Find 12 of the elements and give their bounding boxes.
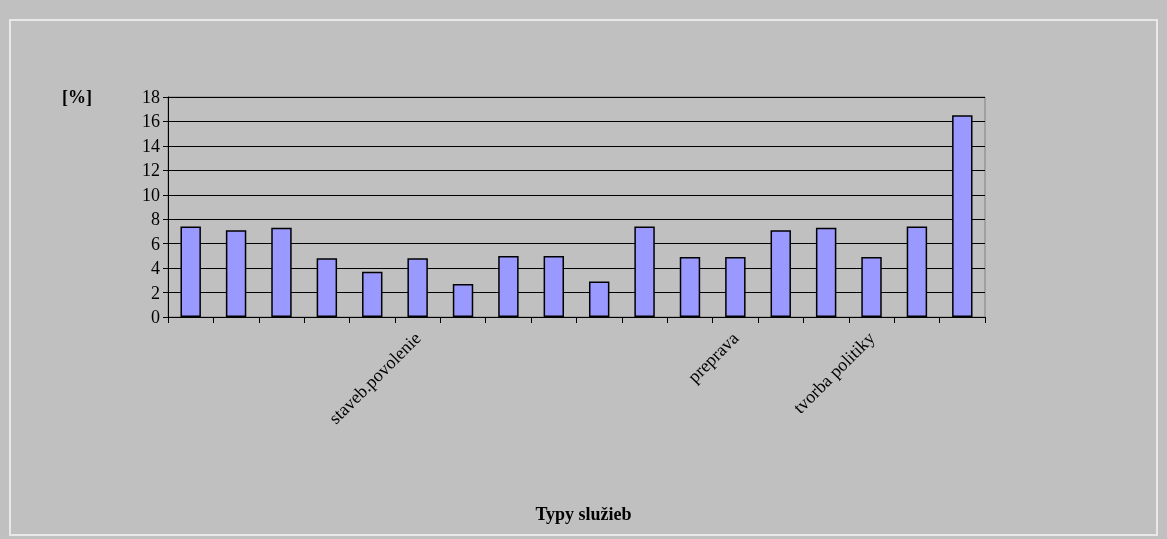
y-tick-label: 4 xyxy=(151,258,160,279)
y-tick-label: 14 xyxy=(142,135,160,156)
y-tick-label: 6 xyxy=(151,233,160,254)
y-tick-label: 16 xyxy=(142,111,160,132)
y-tick-label: 2 xyxy=(151,282,160,303)
y-tick-label: 0 xyxy=(151,307,160,327)
y-axis-title: [%] xyxy=(62,87,92,107)
y-tick-label: 8 xyxy=(151,209,160,230)
y-tick-label: 18 xyxy=(142,87,160,107)
y-tick-label: 10 xyxy=(142,184,160,205)
x-axis-title: Typy služieb xyxy=(535,504,632,524)
y-tick-label: 12 xyxy=(142,160,160,181)
